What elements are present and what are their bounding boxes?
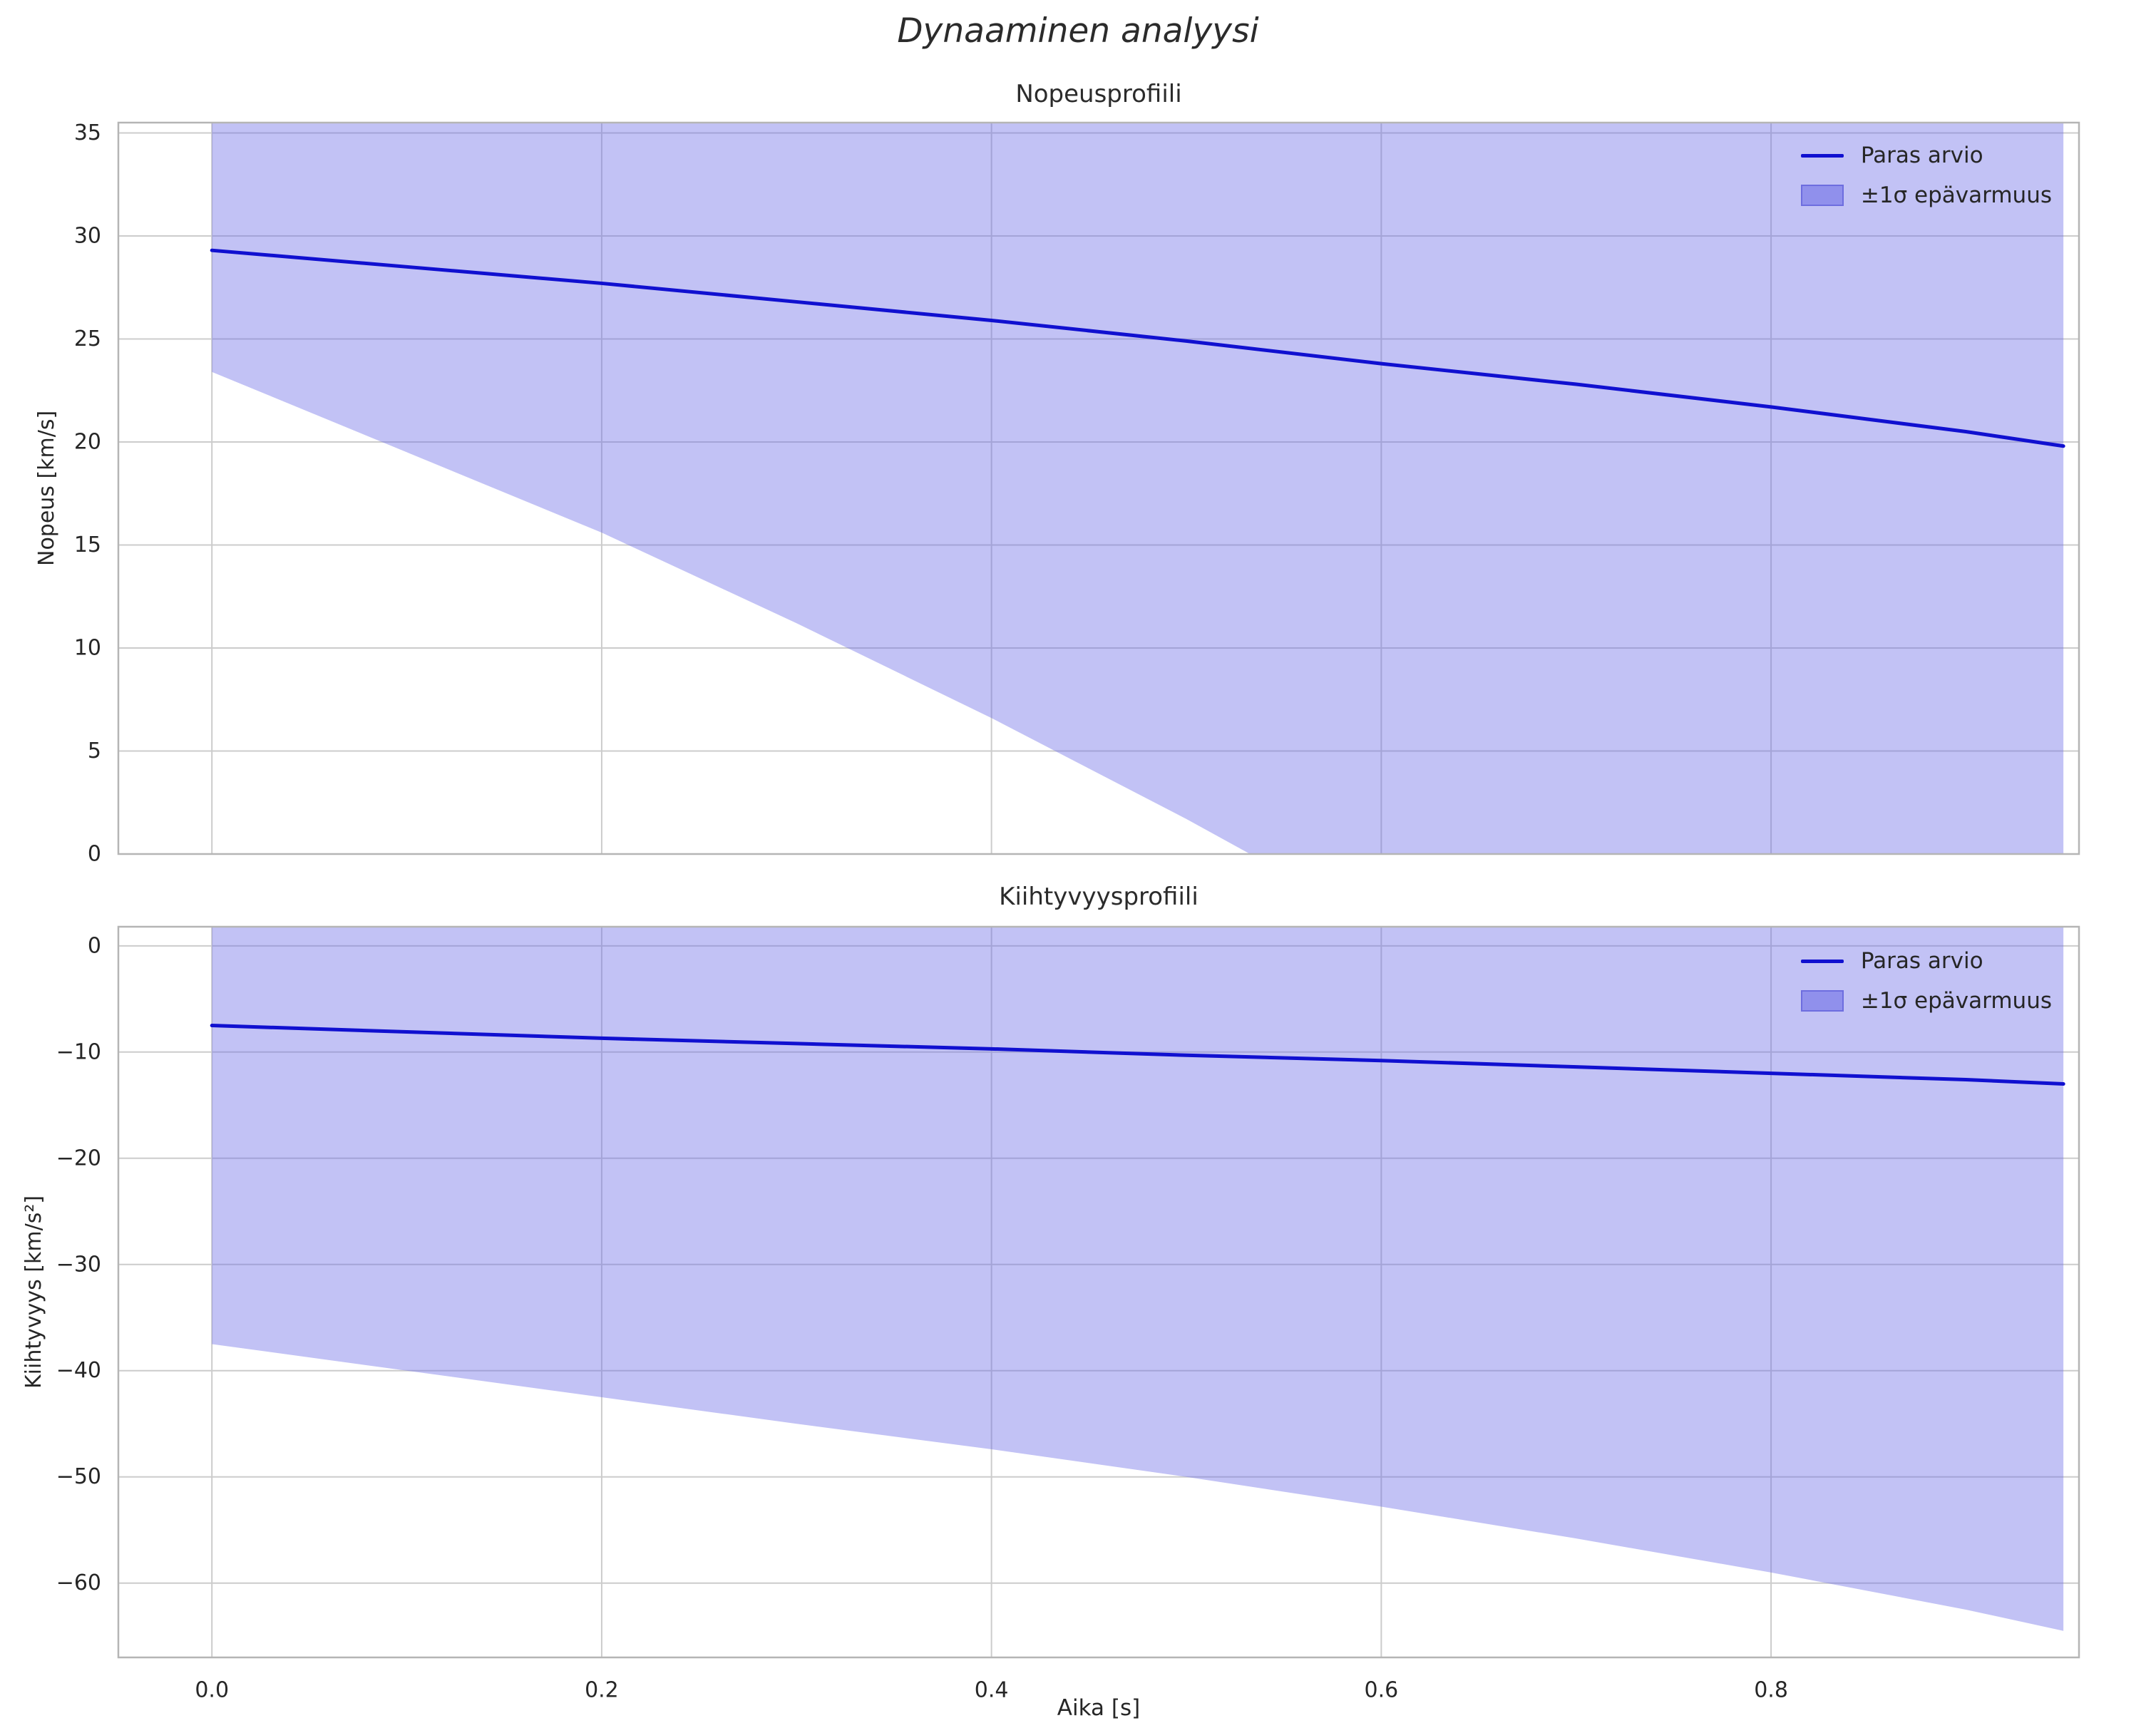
svg-text:−40: −40	[56, 1358, 101, 1383]
legend-entry-line: Paras arvio	[1800, 942, 2052, 979]
svg-text:0.2: 0.2	[585, 1678, 619, 1703]
svg-text:−20: −20	[56, 1146, 101, 1171]
svg-text:0.6: 0.6	[1365, 1678, 1399, 1703]
subplot2-legend: Paras arvio ±1σ epävarmuus	[1788, 935, 2065, 1027]
subplot2-title: Kiihtyvyysprofiili	[999, 883, 1198, 911]
svg-text:5: 5	[88, 739, 101, 763]
svg-text:20: 20	[74, 429, 101, 454]
svg-text:−50: −50	[56, 1464, 101, 1489]
legend-entry-band: ±1σ epävarmuus	[1800, 982, 2052, 1019]
legend-band-swatch	[1800, 185, 1844, 206]
svg-text:0.8: 0.8	[1754, 1678, 1788, 1703]
figure-title: Dynaaminen analyysi	[897, 11, 1259, 51]
svg-text:15: 15	[74, 533, 101, 557]
svg-text:0.0: 0.0	[195, 1678, 229, 1703]
legend-band-label: ±1σ epävarmuus	[1860, 182, 2052, 208]
legend-band-label: ±1σ epävarmuus	[1860, 988, 2052, 1014]
legend-entry-band: ±1σ epävarmuus	[1800, 177, 2052, 214]
svg-text:35: 35	[74, 120, 101, 145]
legend-line-swatch	[1800, 959, 1844, 963]
svg-text:10: 10	[74, 635, 101, 660]
svg-text:30: 30	[74, 223, 101, 248]
x-axis-label: Aika [s]	[1057, 1695, 1141, 1721]
legend-line-swatch	[1800, 153, 1844, 158]
svg-text:0: 0	[88, 842, 101, 867]
svg-text:0: 0	[88, 933, 101, 958]
legend-line-label: Paras arvio	[1860, 948, 1983, 974]
svg-text:−10: −10	[56, 1039, 101, 1064]
legend-line-label: Paras arvio	[1860, 143, 1983, 168]
svg-text:−60: −60	[56, 1570, 101, 1595]
svg-text:0.4: 0.4	[975, 1678, 1009, 1703]
legend-entry-line: Paras arvio	[1800, 137, 2052, 174]
subplot1-legend: Paras arvio ±1σ epävarmuus	[1788, 130, 2065, 221]
subplot1-title: Nopeusprofiili	[1015, 80, 1182, 108]
svg-text:25: 25	[74, 326, 101, 351]
svg-text:−30: −30	[56, 1252, 101, 1277]
legend-band-swatch	[1800, 990, 1844, 1012]
